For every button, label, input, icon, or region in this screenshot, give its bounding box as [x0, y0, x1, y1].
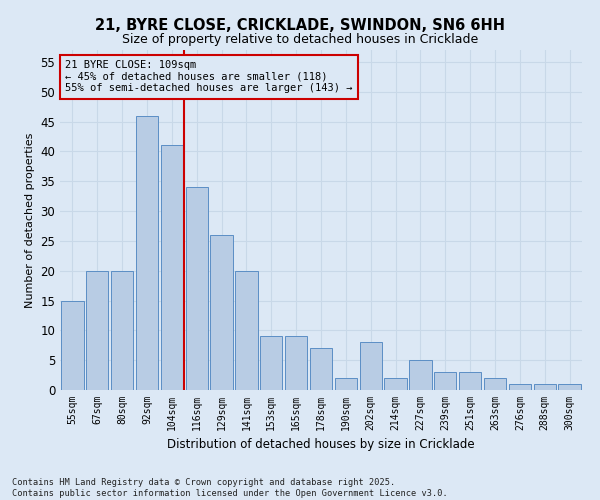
Text: 21, BYRE CLOSE, CRICKLADE, SWINDON, SN6 6HH: 21, BYRE CLOSE, CRICKLADE, SWINDON, SN6 … [95, 18, 505, 32]
Text: 21 BYRE CLOSE: 109sqm
← 45% of detached houses are smaller (118)
55% of semi-det: 21 BYRE CLOSE: 109sqm ← 45% of detached … [65, 60, 353, 94]
Bar [111, 270, 133, 390]
Bar [61, 300, 83, 390]
Bar [310, 348, 332, 390]
Bar [161, 146, 183, 390]
Bar [136, 116, 158, 390]
Bar [211, 235, 233, 390]
Bar [559, 384, 581, 390]
Bar [359, 342, 382, 390]
Text: Size of property relative to detached houses in Cricklade: Size of property relative to detached ho… [122, 32, 478, 46]
Y-axis label: Number of detached properties: Number of detached properties [25, 132, 35, 308]
Bar [533, 384, 556, 390]
Bar [335, 378, 357, 390]
Bar [185, 187, 208, 390]
Bar [459, 372, 481, 390]
Bar [385, 378, 407, 390]
Bar [285, 336, 307, 390]
Bar [86, 270, 109, 390]
Bar [484, 378, 506, 390]
Bar [260, 336, 283, 390]
Bar [235, 270, 257, 390]
Bar [434, 372, 457, 390]
X-axis label: Distribution of detached houses by size in Cricklade: Distribution of detached houses by size … [167, 438, 475, 452]
Bar [509, 384, 531, 390]
Text: Contains HM Land Registry data © Crown copyright and database right 2025.
Contai: Contains HM Land Registry data © Crown c… [12, 478, 448, 498]
Bar [409, 360, 431, 390]
